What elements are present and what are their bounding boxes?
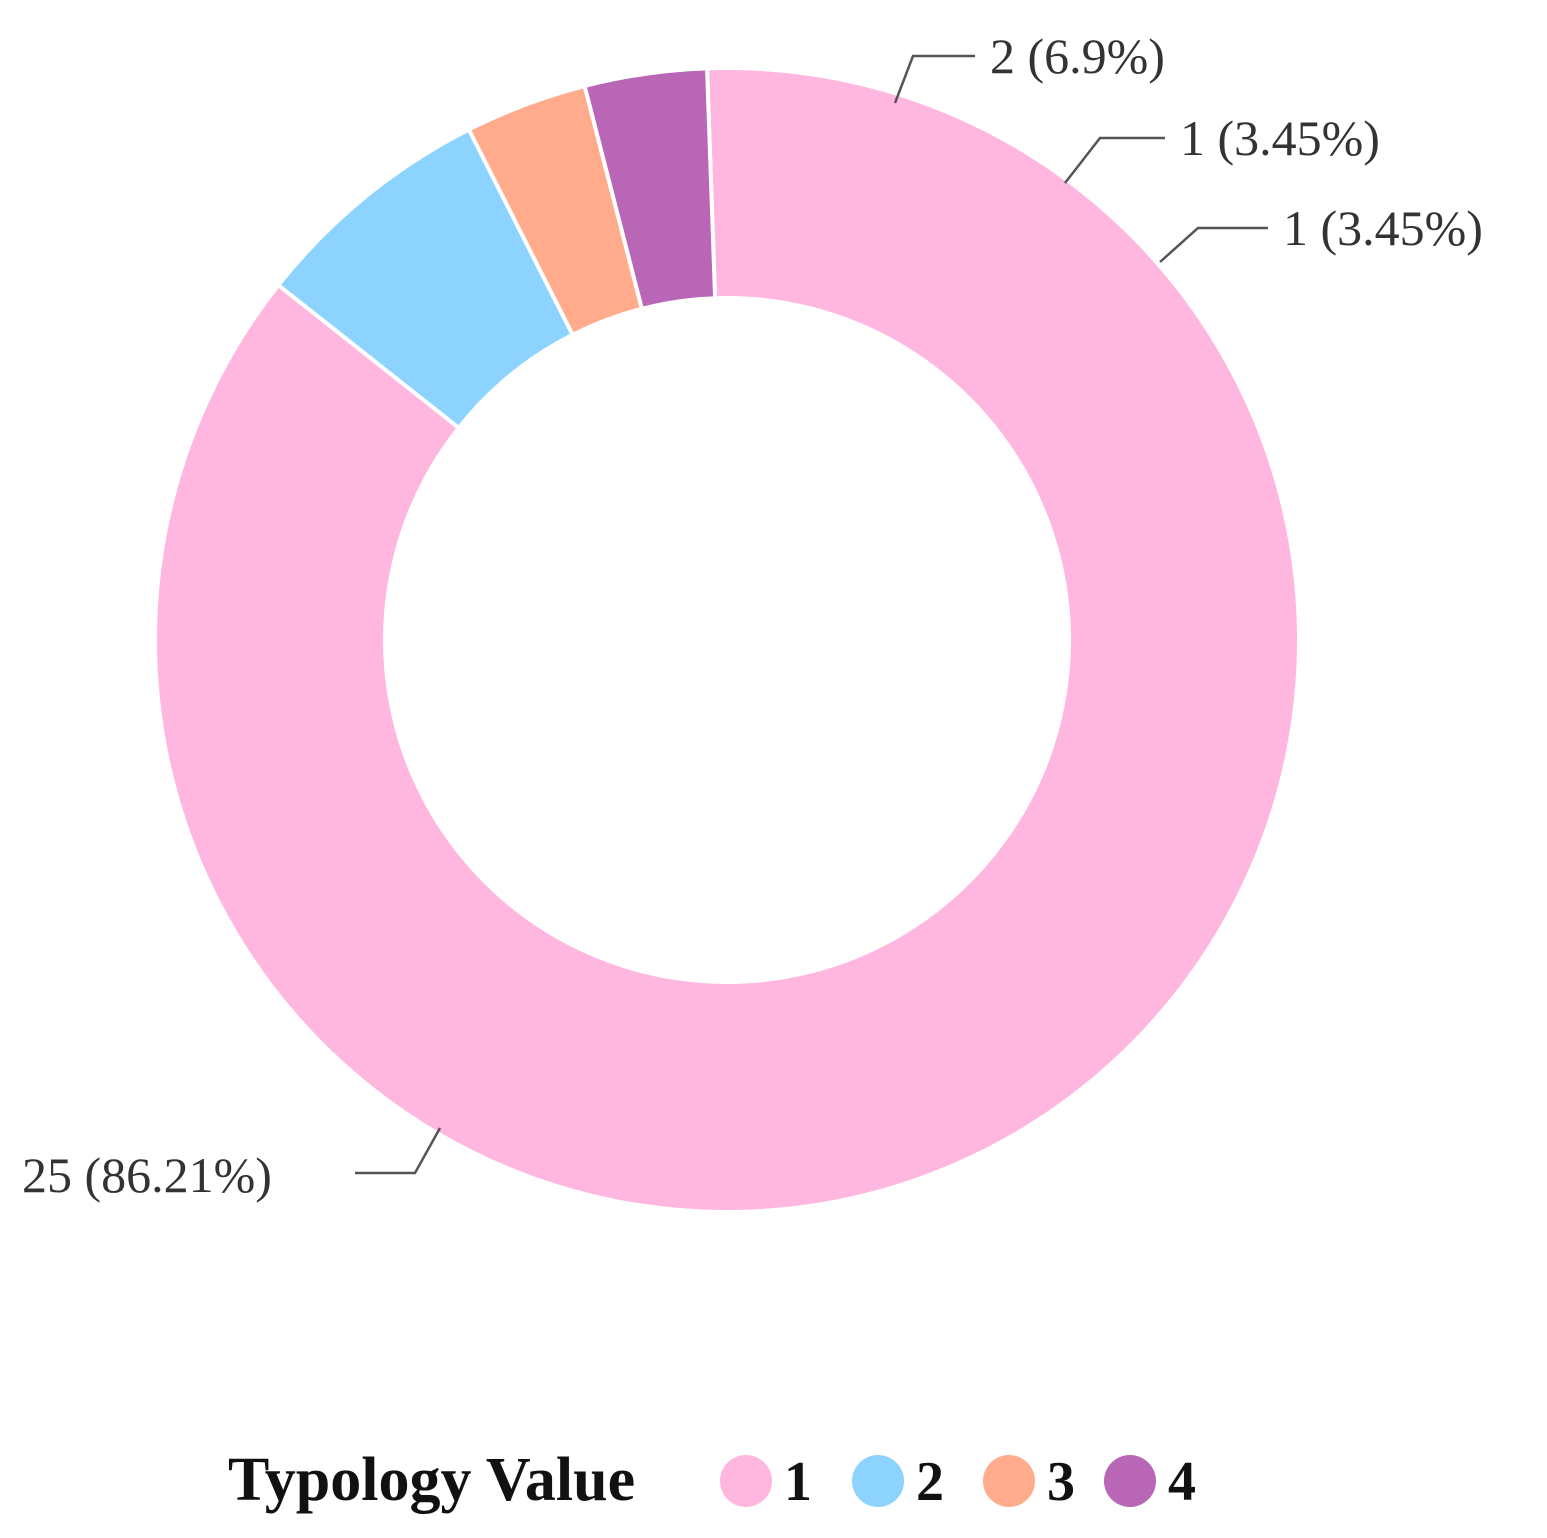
legend-marker-4	[1104, 1455, 1156, 1507]
leader-line-4	[1159, 226, 1268, 263]
legend-marker-1	[720, 1455, 772, 1507]
data-label-1: 25 (86.21%)	[22, 1147, 272, 1203]
legend-title: Typology Value	[228, 1446, 635, 1514]
legend: Typology Value 1 2 3 4	[228, 1446, 1196, 1514]
legend-label-3: 3	[1047, 1451, 1075, 1513]
donut-slices	[153, 66, 1301, 1214]
data-label-2: 2 (6.9%)	[990, 28, 1165, 84]
leader-line-3	[1064, 136, 1165, 184]
slice-4	[582, 66, 718, 312]
legend-marker-3	[983, 1455, 1035, 1507]
legend-label-4: 4	[1168, 1451, 1196, 1513]
data-labels: 25 (86.21%) 2 (6.9%) 1 (3.45%) 1 (3.45%)	[22, 28, 1483, 1203]
data-label-4: 1 (3.45%)	[1283, 200, 1483, 256]
leader-line-2	[893, 54, 975, 104]
data-label-3: 1 (3.45%)	[1180, 110, 1380, 166]
legend-label-1: 1	[784, 1451, 812, 1513]
leader-line-1	[355, 1127, 442, 1175]
slice-1	[153, 66, 1301, 1214]
legend-marker-2	[852, 1455, 904, 1507]
legend-label-2: 2	[916, 1451, 944, 1513]
